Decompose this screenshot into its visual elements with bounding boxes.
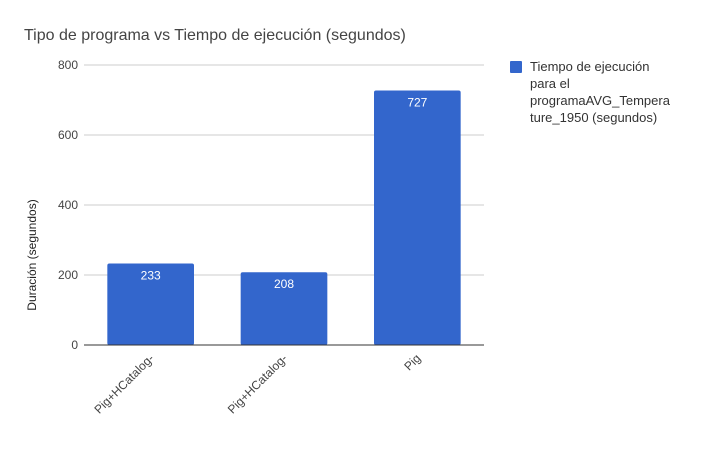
y-ticks: 0 200 400 600 800 (58, 58, 78, 352)
bars: 233 208 727 (107, 90, 461, 345)
x-ticks: Pig+HCatalog- Pig+HCatalog- Pig (91, 351, 423, 416)
bar-data-label: 208 (274, 277, 294, 291)
y-tick-label: 200 (58, 268, 78, 282)
bar (107, 263, 194, 345)
legend-label-line: para el (530, 76, 570, 91)
bar (374, 90, 461, 345)
x-tick-label: Pig+HCatalog- (91, 351, 156, 416)
legend-label-line: programaAVG_Tempera (530, 93, 671, 108)
x-tick-label: Pig+HCatalog- (225, 351, 290, 416)
legend-label-line: ture_1950 (segundos) (530, 110, 657, 125)
legend-label: Tiempo de ejecución para el programaAVG_Te… (530, 59, 671, 125)
y-tick-label: 800 (58, 58, 78, 72)
bar-data-label: 727 (407, 96, 427, 110)
x-tick-label: Pig (401, 351, 423, 373)
legend-label-line: Tiempo de ejecución (530, 59, 649, 74)
chart-title: Tipo de programa vs Tiempo de ejecución … (24, 27, 406, 44)
y-axis-label: Duración (segundos) (25, 199, 39, 310)
y-tick-label: 400 (58, 198, 78, 212)
bar (240, 272, 328, 345)
y-tick-label: 0 (71, 338, 78, 352)
bar-data-label: 233 (141, 268, 161, 282)
y-tick-label: 600 (58, 128, 78, 142)
legend-swatch (510, 61, 522, 73)
legend: Tiempo de ejecución para el programaAVG_Te… (510, 59, 671, 125)
